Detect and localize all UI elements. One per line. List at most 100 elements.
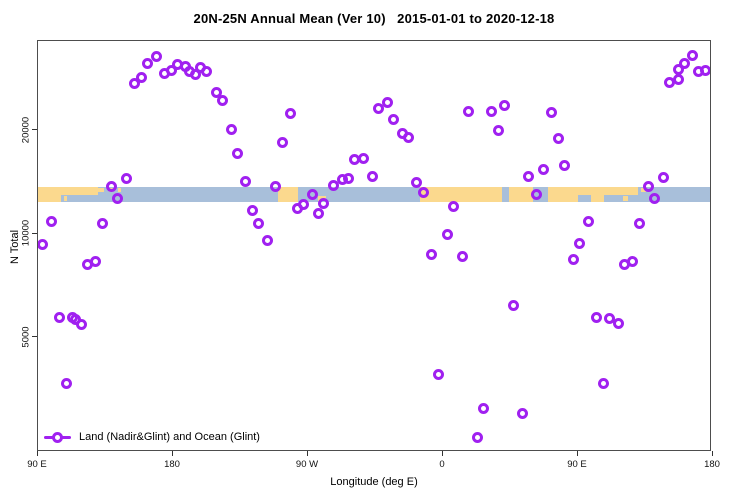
data-point — [89, 255, 101, 267]
x-axis-tick — [171, 451, 173, 456]
data-point — [493, 125, 505, 136]
data-point — [97, 218, 109, 230]
data-point — [626, 255, 638, 267]
data-point — [136, 72, 148, 84]
data-point — [388, 114, 400, 126]
data-point — [165, 64, 177, 76]
data-point — [276, 136, 288, 148]
land-strip-segment — [623, 195, 628, 202]
legend-open-circle-marker — [52, 431, 63, 443]
data-point — [672, 73, 684, 85]
data-point — [574, 238, 586, 250]
data-point — [447, 201, 459, 213]
data-point — [75, 319, 87, 331]
legend-label: Land (Nadir&Glint) and Ocean (Glint) — [79, 431, 260, 443]
y-axis-label: N Total — [9, 229, 21, 265]
x-axis-tick-label: 90 E — [567, 459, 587, 470]
data-point — [38, 239, 49, 250]
data-point — [582, 215, 594, 227]
land-strip-segment — [509, 186, 533, 202]
x-axis-label: Longitude (deg E) — [330, 476, 418, 488]
data-point — [53, 311, 65, 323]
data-point — [382, 97, 394, 109]
x-axis-tick-label: 0 — [439, 459, 445, 470]
data-point — [120, 173, 132, 185]
data-point — [298, 198, 310, 210]
data-point — [552, 132, 564, 144]
x-axis-tick-label: 180 — [164, 459, 180, 470]
y-axis-tick — [32, 232, 37, 234]
data-point — [45, 215, 57, 227]
data-point — [366, 170, 378, 182]
data-point — [261, 235, 273, 247]
data-point — [111, 192, 123, 204]
x-axis-tick-label: 90 W — [295, 459, 319, 470]
data-point — [516, 407, 528, 419]
data-point — [700, 64, 710, 76]
data-point — [61, 377, 73, 389]
data-point — [253, 218, 265, 230]
data-point — [433, 369, 445, 381]
data-point — [522, 170, 534, 182]
y-axis-tick-label: 10000 — [20, 219, 32, 247]
data-point — [485, 106, 497, 118]
data-point — [612, 318, 624, 330]
data-point — [328, 180, 340, 192]
data-point — [590, 311, 602, 323]
land-strip-segment — [419, 186, 502, 202]
land-strip-segment — [98, 187, 104, 193]
data-point — [686, 49, 698, 61]
data-point — [507, 299, 519, 311]
data-point — [307, 189, 319, 201]
data-point — [232, 148, 244, 160]
data-point — [649, 192, 661, 204]
data-point — [499, 99, 511, 111]
x-axis-tick-label: 180 — [704, 459, 720, 470]
data-point — [343, 173, 355, 185]
data-point — [239, 176, 251, 188]
data-point — [410, 177, 422, 189]
data-point — [269, 181, 281, 193]
data-point — [657, 171, 669, 183]
x-axis-tick-label: 90 E — [27, 459, 47, 470]
data-point — [128, 77, 140, 89]
plot-area: Land (Nadir&Glint) and Ocean (Glint) — [37, 40, 711, 451]
data-point — [105, 181, 117, 193]
data-point — [603, 312, 615, 324]
x-axis-tick — [36, 451, 38, 456]
data-point — [317, 197, 329, 209]
land-strip-segment — [278, 186, 299, 202]
data-point — [200, 65, 212, 77]
x-axis-tick — [711, 451, 713, 456]
data-point — [477, 402, 489, 414]
data-point — [463, 106, 475, 118]
land-strip-segment — [38, 194, 61, 202]
data-point — [403, 131, 415, 143]
data-point — [373, 102, 385, 114]
data-point — [357, 152, 369, 164]
data-point — [598, 377, 610, 389]
data-point — [642, 181, 654, 193]
data-point — [530, 189, 542, 201]
data-point — [679, 58, 691, 70]
data-point — [150, 51, 162, 63]
data-point — [633, 218, 645, 230]
data-point — [545, 106, 557, 118]
data-point — [538, 164, 550, 176]
y-axis-tick-label: 20000 — [20, 116, 32, 143]
data-point — [471, 431, 483, 443]
chart-title: 20N-25N Annual Mean (Ver 10) 2015-01-01 … — [193, 11, 555, 26]
data-point — [225, 124, 237, 136]
data-point — [425, 248, 437, 260]
data-point — [567, 254, 579, 265]
land-strip-segment — [117, 187, 121, 193]
x-axis-tick — [306, 451, 308, 456]
land-strip-segment — [38, 186, 98, 195]
data-point — [284, 108, 296, 120]
land-strip-segment — [578, 186, 638, 195]
data-point — [210, 86, 222, 98]
data-point — [216, 94, 228, 106]
land-strip-segment — [63, 195, 67, 202]
data-point — [246, 205, 258, 217]
